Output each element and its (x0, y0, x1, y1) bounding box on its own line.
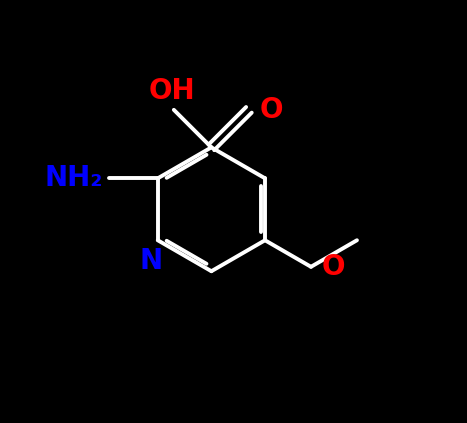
Text: O: O (260, 96, 283, 124)
Text: O: O (322, 253, 346, 281)
Text: NH₂: NH₂ (44, 164, 102, 192)
Text: N: N (140, 247, 163, 275)
Text: OH: OH (149, 77, 195, 105)
